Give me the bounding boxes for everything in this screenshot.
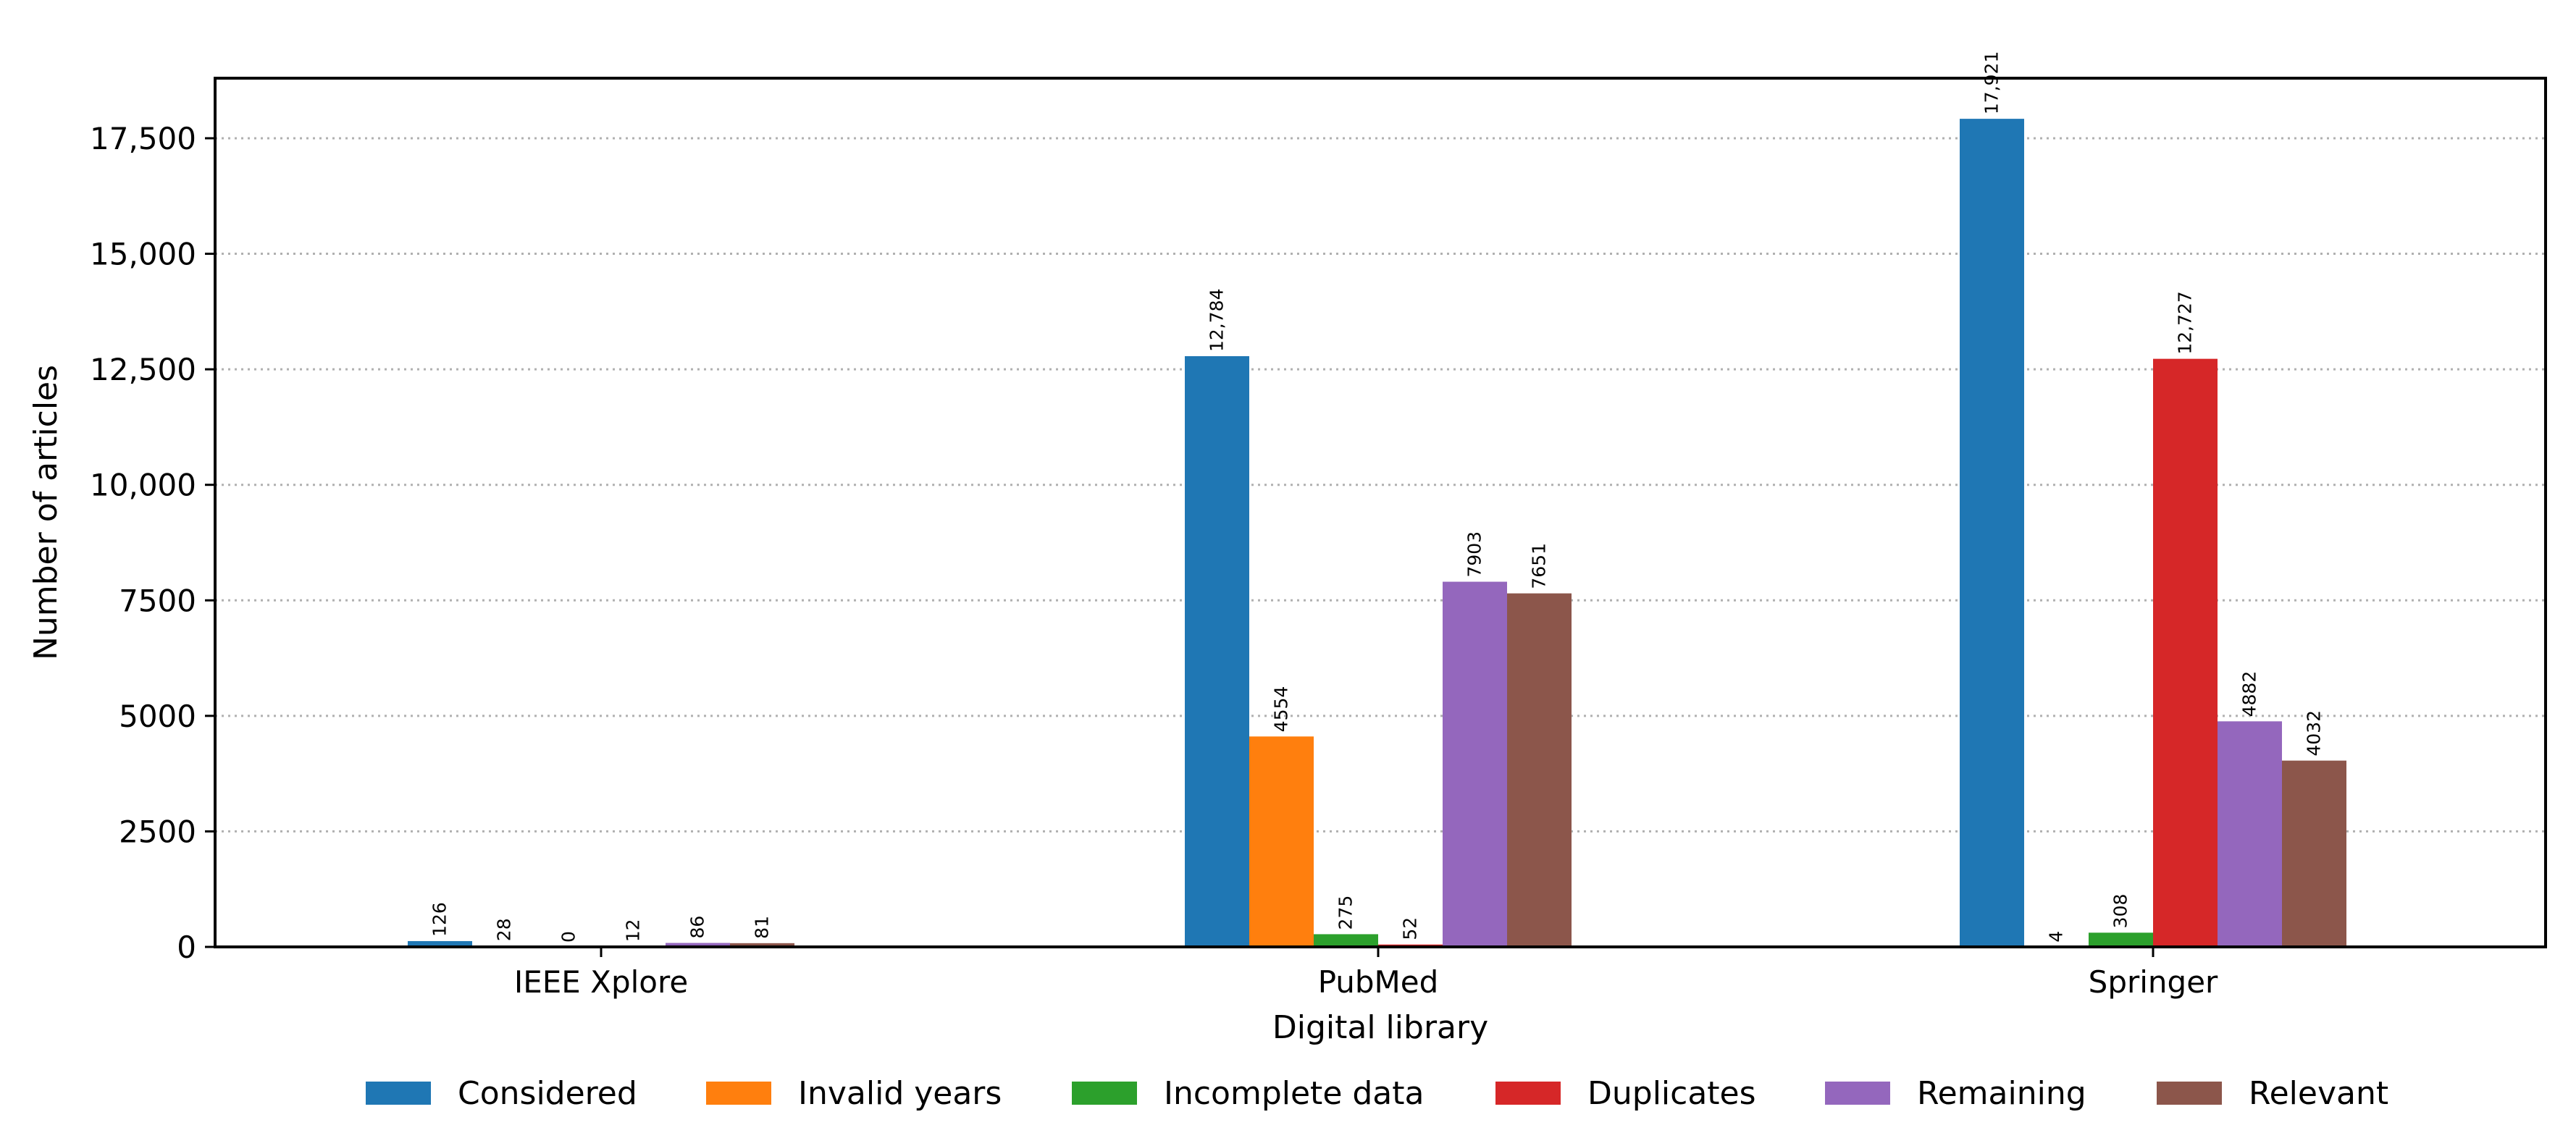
plot-frame [214,77,2547,948]
x-tick-label: PubMed [1318,964,1439,1000]
bar-value-label: 126 [429,902,450,937]
x-axis-ticks: IEEE Xplore PubMed Springer [514,947,2218,1000]
legend-label: Duplicates [1587,1075,1756,1112]
y-tick-label: 17,500 [90,121,196,156]
y-tick-label: 15,000 [90,237,196,272]
legend-label: Relevant [2249,1075,2388,1112]
y-tick-label: 12,500 [90,352,196,387]
bar-value-label: 4032 [2304,710,2325,757]
legend-swatch [1495,1082,1561,1105]
x-axis-label: Digital library [1272,1009,1488,1046]
y-tick-label: 5000 [119,699,196,734]
bar-value-label: 4 [2046,931,2067,943]
bar [1249,736,1314,947]
bar-value-label: 7903 [1464,531,1485,578]
legend-swatch [2157,1082,2222,1105]
bar [2218,721,2282,947]
bar [2153,358,2218,947]
bar [1443,581,1507,947]
y-tick-label: 10,000 [90,468,196,503]
bar [2282,760,2346,947]
y-tick-label: 0 [177,930,196,965]
bar-value-label: 12,784 [1207,289,1228,352]
bar-value-label: 7651 [1529,543,1550,589]
bar-value-label: 52 [1400,917,1421,940]
x-tick-label: Springer [2089,964,2218,1000]
bar [730,943,794,947]
bar-value-label: 81 [752,916,773,939]
legend-label: Considered [458,1075,637,1112]
bar-value-label: 308 [2110,894,2131,929]
bar [1185,356,1249,947]
bar [1960,119,2024,947]
legend-swatch [1825,1082,1890,1105]
bar-value-label: 0 [558,931,579,943]
legend-swatch [366,1082,431,1105]
bar [408,940,472,947]
y-tick-label: 2500 [119,814,196,849]
legend-label: Invalid years [798,1075,1002,1112]
legend-swatch [706,1082,771,1105]
y-tick-label: 7500 [119,583,196,618]
legend-swatch [1072,1082,1137,1105]
bar-value-label: 86 [687,916,708,939]
bar-value-label: 275 [1335,896,1356,930]
bar [666,943,730,947]
y-axis-label: Number of articles [28,365,64,660]
bar [1314,934,1378,947]
legend-label: Remaining [1917,1075,2086,1112]
bar-value-label: 12,727 [2175,291,2196,354]
bar-value-label: 12 [623,919,644,942]
bar-value-label: 4554 [1271,686,1292,733]
legend: Considered Invalid years Incomplete data Du… [366,1075,2388,1112]
bar-value-label: 4882 [2239,671,2260,717]
bars [408,119,2346,947]
legend-label: Incomplete data [1164,1075,1424,1112]
bar-labels: 126 28 0 12 86 81 12,784 4554 275 52 7903 7651 17,92… [429,51,2325,943]
bar-value-label: 28 [494,918,515,941]
bar-value-label: 17,921 [1981,51,2002,114]
bar [2089,932,2153,947]
y-axis-ticks: 0 2500 5000 7500 10,000 12,500 15,000 17,500 [90,121,215,965]
x-tick-label: IEEE Xplore [514,964,688,1000]
bar [1507,593,1572,947]
